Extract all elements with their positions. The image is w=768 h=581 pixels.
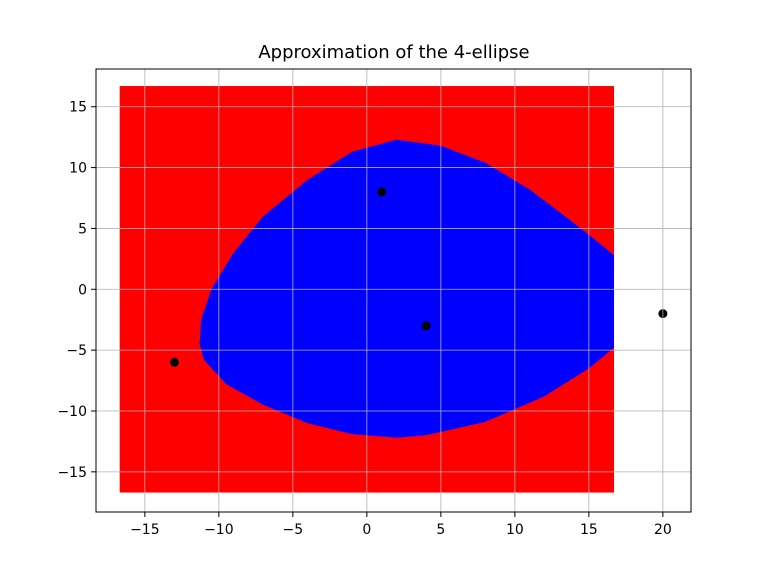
- x-tick-label: −15: [130, 522, 160, 538]
- grid-lines: [96, 69, 691, 512]
- ellipse-region: [199, 139, 614, 438]
- x-tick-label: 5: [436, 522, 445, 538]
- x-tick-label: −10: [204, 522, 234, 538]
- y-tick-label: −15: [57, 465, 87, 481]
- focus-point: [421, 321, 431, 331]
- x-tick-label: 0: [362, 522, 371, 538]
- x-tick-label: 10: [506, 522, 524, 538]
- y-tick-label: 10: [69, 161, 87, 177]
- x-tick-label: −5: [283, 522, 304, 538]
- axes-frame: [95, 68, 692, 513]
- axis-ticks: −15 −10 −5 0 5 10 15 20 −15 −10 −5 0 5 10 15: [57, 100, 671, 538]
- chart-title: Approximation of the 4-ellipse: [258, 42, 529, 63]
- x-tick-label: 20: [654, 522, 672, 538]
- y-tick-label: −5: [66, 343, 87, 359]
- y-tick-label: 0: [78, 282, 87, 298]
- y-tick-label: −10: [57, 404, 87, 420]
- focus-point: [377, 187, 387, 197]
- y-tick-label: 5: [78, 221, 87, 237]
- focus-point: [169, 357, 179, 367]
- y-tick-label: 15: [69, 100, 87, 116]
- x-tick-label: 15: [580, 522, 598, 538]
